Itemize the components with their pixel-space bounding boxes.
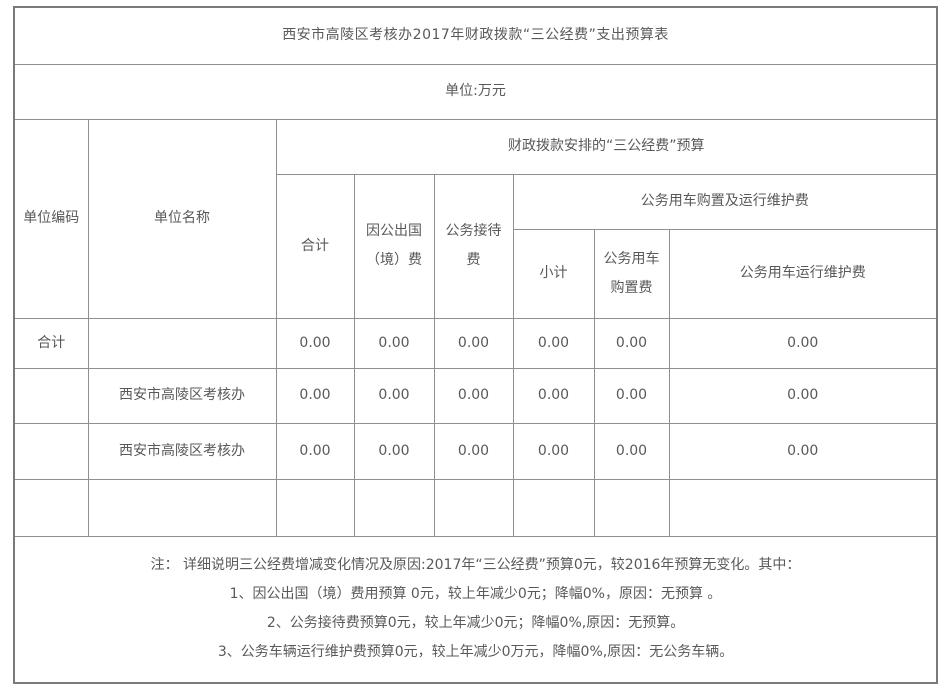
title-row: 西安市高陵区考核办2017年财政拨款“三公经费”支出预算表 [13, 6, 938, 65]
cell-reception [433, 478, 514, 537]
table-row: 合计 0.00 0.00 0.00 0.00 0.00 0.00 [13, 317, 938, 369]
cell-subtotal: 0.00 [512, 317, 595, 369]
cell-purchase [593, 478, 670, 537]
header-subtotal: 小计 [512, 228, 595, 319]
note-line-vehicle: 3、公务车辆运行维护费预算0元，较上年减少0万元，降幅0%,原因：无公务车辆。 [217, 644, 734, 661]
cell-unit-name: 西安市高陵区考核办 [87, 367, 277, 424]
cell-maintenance: 0.00 [668, 317, 938, 369]
cell-maintenance: 0.00 [668, 422, 938, 480]
header-abroad-fee: 因公出国 （境）费 [353, 173, 435, 319]
cell-unit-name: 西安市高陵区考核办 [87, 422, 277, 480]
cell-unit-code: 合计 [13, 317, 89, 369]
cell-reception: 0.00 [433, 422, 514, 480]
header-reception-fee: 公务接待 费 [433, 173, 514, 319]
header-fiscal-group: 财政拨款安排的“三公经费”预算 [275, 118, 938, 175]
cell-maintenance: 0.00 [668, 367, 938, 424]
cell-purchase: 0.00 [593, 317, 670, 369]
table-title: 西安市高陵区考核办2017年财政拨款“三公经费”支出预算表 [13, 6, 938, 65]
note-line-abroad: 1、因公出国（境）费用预算 0元，较上年减少0元；降幅0%，原因：无预算 。 [229, 586, 722, 603]
cell-reception: 0.00 [433, 367, 514, 424]
cell-reception: 0.00 [433, 317, 514, 369]
cell-purchase: 0.00 [593, 367, 670, 424]
cell-subtotal: 0.00 [512, 367, 595, 424]
cell-total: 0.00 [275, 422, 355, 480]
notes-cell: 注： 详细说明三公经费增减变化情况及原因:2017年“三公经费”预算0元，较20… [13, 535, 938, 684]
table-row: 西安市高陵区考核办 0.00 0.00 0.00 0.00 0.00 0.00 [13, 422, 938, 480]
cell-maintenance [668, 478, 938, 537]
cell-abroad [353, 478, 435, 537]
cell-unit-code [13, 422, 89, 480]
cell-subtotal: 0.00 [512, 422, 595, 480]
note-line-summary: 注： 详细说明三公经费增减变化情况及原因:2017年“三公经费”预算0元，较20… [150, 557, 801, 574]
cell-unit-code [13, 367, 89, 424]
cell-total [275, 478, 355, 537]
header-vehicle-group: 公务用车购置及运行维护费 [512, 173, 938, 230]
notes-row: 注： 详细说明三公经费增减变化情况及原因:2017年“三公经费”预算0元，较20… [13, 535, 938, 684]
header-total: 合计 [275, 173, 355, 319]
header-unit-name: 单位名称 [87, 118, 277, 319]
cell-abroad: 0.00 [353, 367, 435, 424]
cell-subtotal [512, 478, 595, 537]
cell-purchase: 0.00 [593, 422, 670, 480]
header-maintenance-fee: 公务用车运行维护费 [668, 228, 938, 319]
table-row [13, 478, 938, 537]
cell-unit-name [87, 478, 277, 537]
unit-note-row: 单位:万元 [13, 63, 938, 120]
header-row-1: 单位编码 单位名称 财政拨款安排的“三公经费”预算 [13, 118, 938, 319]
header-row-3: 小计 公务用车 购置费 公务用车运行维护费 [14, 228, 938, 319]
unit-note: 单位:万元 [13, 63, 938, 120]
cell-abroad: 0.00 [353, 422, 435, 480]
header-purchase-fee: 公务用车 购置费 [593, 228, 670, 319]
cell-total: 0.00 [275, 317, 355, 369]
budget-table-sheet: 西安市高陵区考核办2017年财政拨款“三公经费”支出预算表 单位:万元 单位编码… [13, 6, 939, 684]
cell-unit-code [13, 478, 89, 537]
cell-abroad: 0.00 [353, 317, 435, 369]
cell-total: 0.00 [275, 367, 355, 424]
cell-unit-name [87, 317, 277, 369]
header-row-2: 合计 因公出国 （境）费 公务接待 费 公务用车购置及运行维护费 [14, 173, 938, 319]
budget-table: 西安市高陵区考核办2017年财政拨款“三公经费”支出预算表 单位:万元 单位编码… [13, 6, 939, 684]
note-line-reception: 2、公务接待费预算0元，较上年减少0元；降幅0%,原因：无预算。 [266, 615, 685, 632]
header-unit-code: 单位编码 [13, 118, 89, 319]
table-row: 西安市高陵区考核办 0.00 0.00 0.00 0.00 0.00 0.00 [13, 367, 938, 424]
